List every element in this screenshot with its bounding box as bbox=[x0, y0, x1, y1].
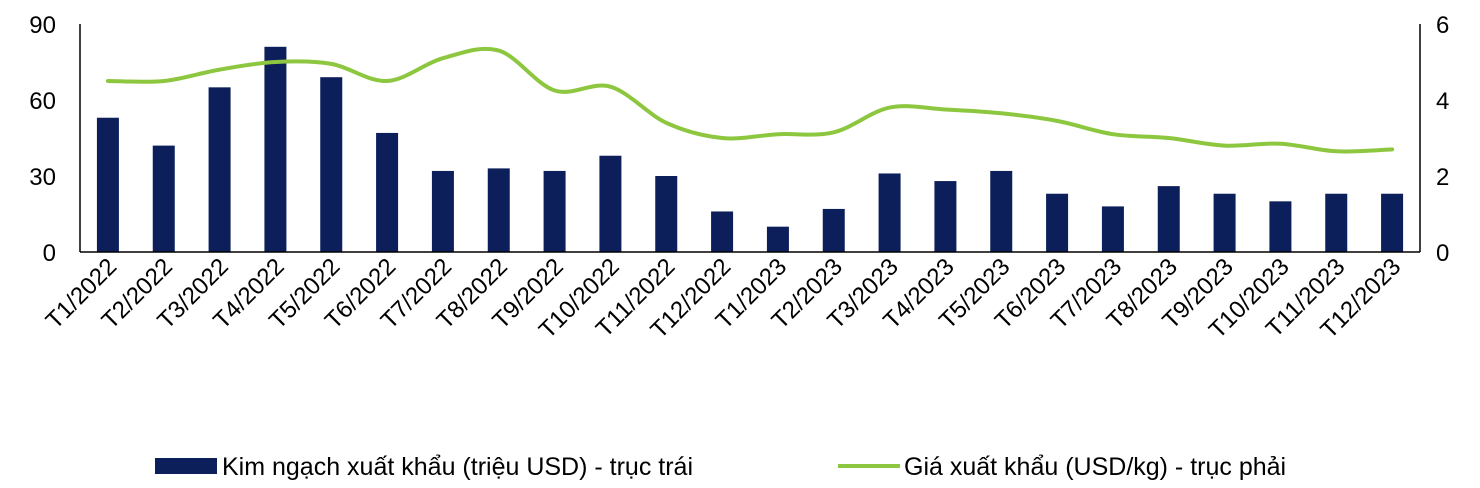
right-axis-ticks: 0 2 4 6 bbox=[1436, 12, 1449, 267]
bar bbox=[599, 155, 622, 252]
legend-swatch-bar bbox=[155, 458, 217, 474]
bar bbox=[96, 117, 119, 252]
left-tick-label: 60 bbox=[29, 88, 56, 115]
bar bbox=[711, 211, 734, 252]
bar bbox=[376, 132, 399, 252]
bar bbox=[1269, 201, 1292, 252]
bar bbox=[431, 170, 454, 252]
bar bbox=[766, 226, 789, 252]
legend: Kim ngạch xuất khẩu (triệu USD) - trục t… bbox=[155, 453, 1286, 481]
bar bbox=[320, 77, 343, 252]
bar bbox=[1101, 206, 1124, 252]
right-tick-label: 0 bbox=[1436, 240, 1449, 267]
bar bbox=[264, 46, 287, 252]
bar bbox=[934, 181, 957, 252]
line-series-price bbox=[105, 46, 1395, 154]
legend-label-line: Giá xuất khẩu (USD/kg) - trục phải bbox=[904, 453, 1286, 481]
x-axis-labels: T1/2022T2/2022T3/2022T4/2022T5/2022T6/20… bbox=[41, 253, 1407, 344]
legend-label-bar: Kim ngạch xuất khẩu (triệu USD) - trục t… bbox=[222, 453, 693, 481]
left-tick-label: 90 bbox=[29, 12, 56, 39]
bar bbox=[990, 170, 1013, 252]
bar bbox=[487, 168, 510, 252]
left-tick-label: 30 bbox=[29, 164, 56, 191]
bar bbox=[208, 87, 231, 252]
left-axis-ticks: 0 30 60 90 bbox=[29, 12, 56, 267]
right-tick-label: 2 bbox=[1436, 164, 1449, 191]
bar bbox=[1213, 193, 1236, 252]
bar bbox=[543, 170, 566, 252]
bar bbox=[655, 176, 678, 252]
bar bbox=[152, 145, 175, 252]
bar bbox=[1381, 193, 1404, 252]
bar-series bbox=[96, 46, 1404, 252]
bar bbox=[1325, 193, 1348, 252]
bar bbox=[1157, 186, 1180, 252]
bar bbox=[1046, 193, 1069, 252]
bar bbox=[878, 173, 901, 252]
bar bbox=[822, 208, 845, 252]
left-tick-label: 0 bbox=[43, 240, 56, 267]
right-tick-label: 4 bbox=[1436, 88, 1449, 115]
right-tick-label: 6 bbox=[1436, 12, 1449, 39]
